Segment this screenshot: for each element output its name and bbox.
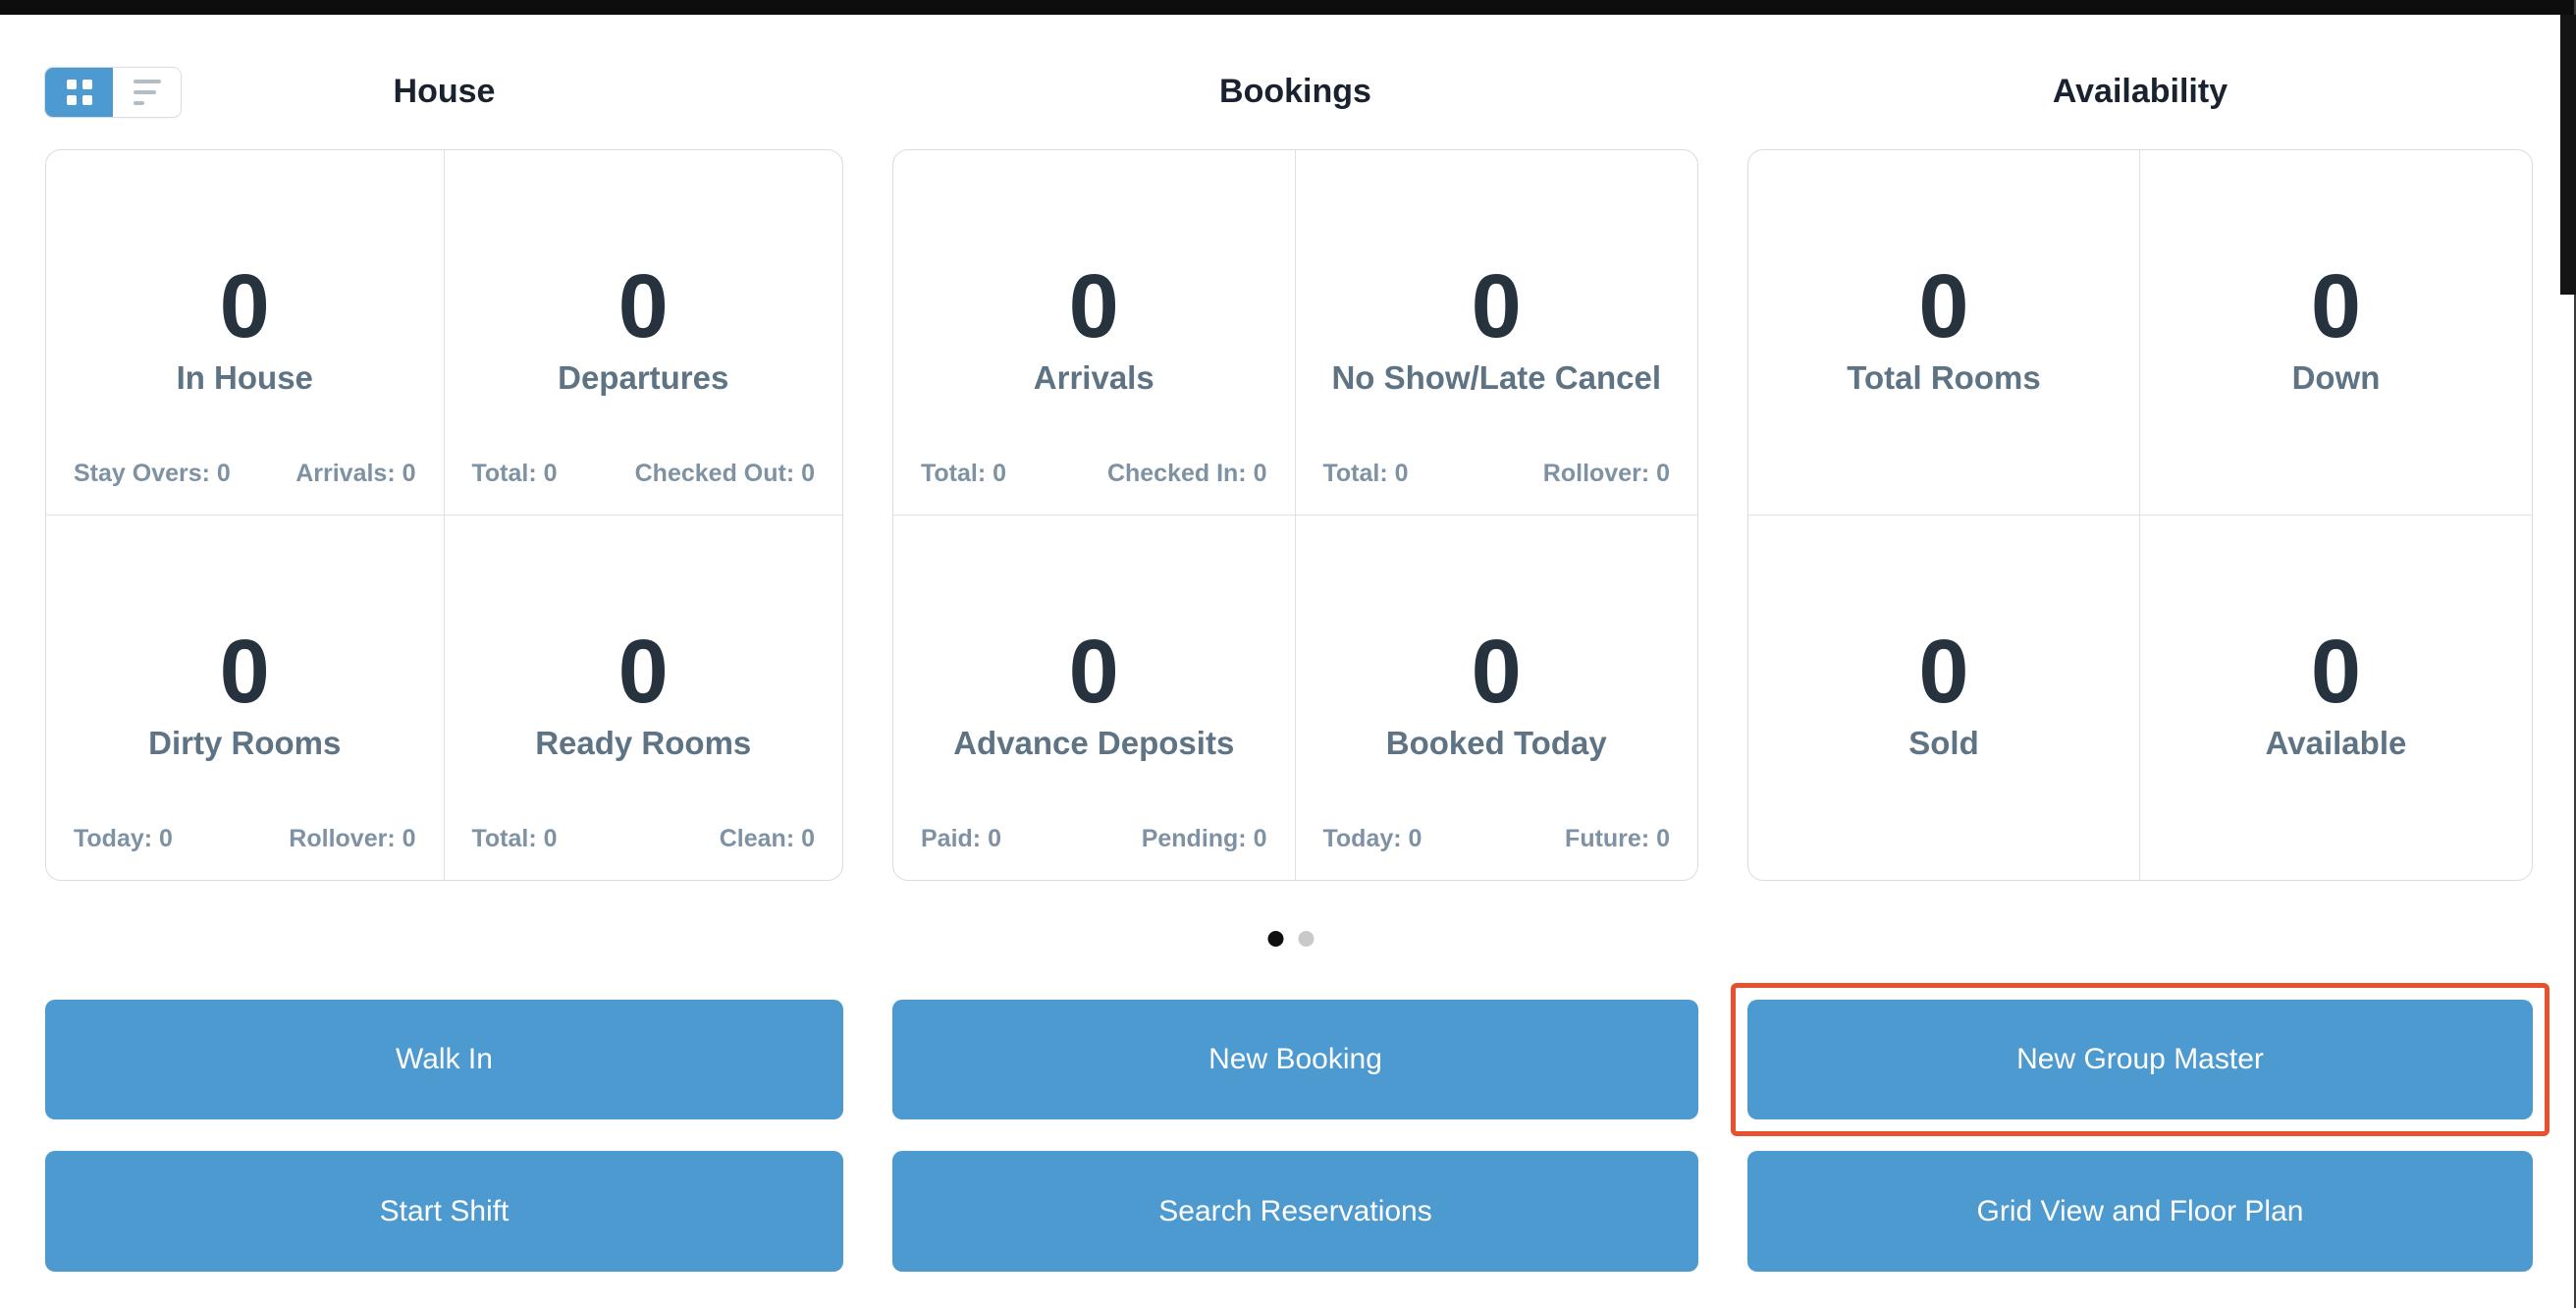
substat-left: Total: 0 bbox=[1322, 459, 1409, 487]
substat-left: Today: 0 bbox=[1322, 825, 1422, 852]
start-shift-cell: Start Shift bbox=[45, 1151, 843, 1272]
substat-left: Total: 0 bbox=[471, 825, 558, 852]
top-bar bbox=[0, 0, 2576, 15]
tile-departures: 0 Departures Total: 0 Checked Out: 0 bbox=[444, 150, 842, 516]
tile-total-rooms: 0 Total Rooms bbox=[1748, 150, 2140, 516]
substat-right: Clean: 0 bbox=[719, 825, 815, 852]
action-buttons: Walk In New Booking New Group Master Sta… bbox=[0, 983, 2576, 1272]
tile-sold: 0 Sold bbox=[1748, 515, 2140, 880]
tile-substats: Total: 0 Checked Out: 0 bbox=[472, 460, 816, 488]
substat-right: Checked In: 0 bbox=[1106, 459, 1267, 487]
tile-value: 0 bbox=[2310, 256, 2362, 357]
stat-card-board: 0 In House Stay Overs: 0 Arrivals: 0 0 D… bbox=[0, 149, 2576, 881]
new-group-master-button[interactable]: New Group Master bbox=[1747, 1000, 2533, 1119]
tile-label: Dirty Rooms bbox=[148, 724, 342, 761]
column-headers: House Bookings Availability bbox=[0, 67, 2576, 116]
new-group-master-highlight: New Group Master bbox=[1731, 983, 2549, 1136]
tile-booked-today: 0 Booked Today Today: 0 Future: 0 bbox=[1296, 516, 1698, 881]
carousel-pagination bbox=[1267, 931, 1315, 947]
tile-value: 0 bbox=[617, 622, 669, 723]
tile-label: Down bbox=[2291, 358, 2381, 396]
substat-right: Pending: 0 bbox=[1141, 825, 1267, 852]
tile-substats: Total: 0 Checked In: 0 bbox=[921, 460, 1267, 488]
card-group-house: 0 In House Stay Overs: 0 Arrivals: 0 0 D… bbox=[45, 149, 843, 881]
substat-right: Arrivals: 0 bbox=[295, 459, 416, 487]
page-dot-inactive[interactable] bbox=[1298, 931, 1315, 947]
tile-value: 0 bbox=[1471, 256, 1522, 357]
tile-substats: Total: 0 Rollover: 0 bbox=[1323, 460, 1671, 488]
tile-dirty-rooms: 0 Dirty Rooms Today: 0 Rollover: 0 bbox=[46, 515, 445, 880]
substat-left: Stay Overs: 0 bbox=[74, 459, 231, 487]
new-booking-cell: New Booking bbox=[892, 1000, 1698, 1119]
column-title-availability: Availability bbox=[2052, 73, 2228, 110]
tile-label: Total Rooms bbox=[1847, 358, 2041, 396]
substat-left: Total: 0 bbox=[921, 459, 1007, 487]
substat-right: Rollover: 0 bbox=[289, 825, 416, 852]
search-reservations-cell: Search Reservations bbox=[892, 1151, 1698, 1272]
window-right-edge bbox=[2574, 0, 2576, 1308]
tile-value: 0 bbox=[1918, 622, 1969, 723]
substat-right: Checked Out: 0 bbox=[634, 459, 815, 487]
tile-advance-deposits: 0 Advance Deposits Paid: 0 Pending: 0 bbox=[893, 515, 1296, 880]
tile-ready-rooms: 0 Ready Rooms Total: 0 Clean: 0 bbox=[445, 516, 843, 881]
substat-right: Rollover: 0 bbox=[1542, 459, 1670, 487]
grid-view-floor-plan-button[interactable]: Grid View and Floor Plan bbox=[1747, 1151, 2533, 1272]
tile-available: 0 Available bbox=[2140, 516, 2532, 881]
grid-icon bbox=[66, 80, 92, 105]
tile-value: 0 bbox=[617, 256, 669, 357]
tile-value: 0 bbox=[2310, 622, 2362, 723]
tile-substats: Stay Overs: 0 Arrivals: 0 bbox=[74, 460, 416, 488]
tile-label: Booked Today bbox=[1385, 724, 1607, 761]
list-icon bbox=[133, 80, 161, 105]
tile-no-show-late-cancel: 0 No Show/Late Cancel Total: 0 Rollover:… bbox=[1295, 150, 1697, 516]
tile-substats: Total: 0 Clean: 0 bbox=[472, 825, 816, 853]
grid-view-floor-plan-cell: Grid View and Floor Plan bbox=[1747, 1151, 2533, 1272]
grid-view-toggle[interactable] bbox=[45, 68, 113, 117]
tile-label: Sold bbox=[1908, 724, 1979, 761]
card-group-bookings: 0 Arrivals Total: 0 Checked In: 0 0 No S… bbox=[892, 149, 1698, 881]
tile-label: Advance Deposits bbox=[953, 724, 1235, 761]
tile-value: 0 bbox=[219, 256, 270, 357]
substat-right: Future: 0 bbox=[1565, 825, 1670, 852]
tile-label: Arrivals bbox=[1033, 358, 1154, 396]
tile-value: 0 bbox=[1471, 622, 1522, 723]
new-booking-button[interactable]: New Booking bbox=[892, 1000, 1698, 1119]
tile-value: 0 bbox=[1068, 622, 1119, 723]
substat-left: Today: 0 bbox=[74, 825, 173, 852]
tile-arrivals: 0 Arrivals Total: 0 Checked In: 0 bbox=[893, 150, 1296, 516]
tile-value: 0 bbox=[1918, 256, 1969, 357]
list-view-toggle[interactable] bbox=[113, 68, 181, 117]
column-title-bookings: Bookings bbox=[1219, 73, 1371, 110]
tile-substats: Paid: 0 Pending: 0 bbox=[921, 825, 1267, 853]
column-title-house: House bbox=[393, 73, 496, 110]
view-toggle bbox=[44, 67, 182, 118]
tile-value: 0 bbox=[219, 622, 270, 723]
start-shift-button[interactable]: Start Shift bbox=[45, 1151, 843, 1272]
card-group-availability: 0 Total Rooms 0 Down 0 Sold 0 Available bbox=[1747, 149, 2533, 881]
tile-value: 0 bbox=[1068, 256, 1119, 357]
tile-label: Ready Rooms bbox=[535, 724, 752, 761]
tile-substats: Today: 0 Future: 0 bbox=[1323, 825, 1671, 853]
scrollbar-thumb[interactable] bbox=[2560, 15, 2576, 295]
tile-down: 0 Down bbox=[2140, 150, 2532, 516]
tile-label: In House bbox=[176, 358, 313, 396]
substat-left: Paid: 0 bbox=[921, 825, 1001, 852]
page-dot-active[interactable] bbox=[1267, 931, 1284, 947]
search-reservations-button[interactable]: Search Reservations bbox=[892, 1151, 1698, 1272]
tile-substats: Today: 0 Rollover: 0 bbox=[74, 825, 416, 853]
walk-in-button[interactable]: Walk In bbox=[45, 1000, 843, 1119]
tile-label: No Show/Late Cancel bbox=[1331, 358, 1662, 396]
substat-left: Total: 0 bbox=[471, 459, 558, 487]
tile-label: Available bbox=[2265, 724, 2407, 761]
tile-label: Departures bbox=[558, 358, 729, 396]
tile-in-house: 0 In House Stay Overs: 0 Arrivals: 0 bbox=[46, 150, 445, 516]
walk-in-cell: Walk In bbox=[45, 1000, 843, 1119]
